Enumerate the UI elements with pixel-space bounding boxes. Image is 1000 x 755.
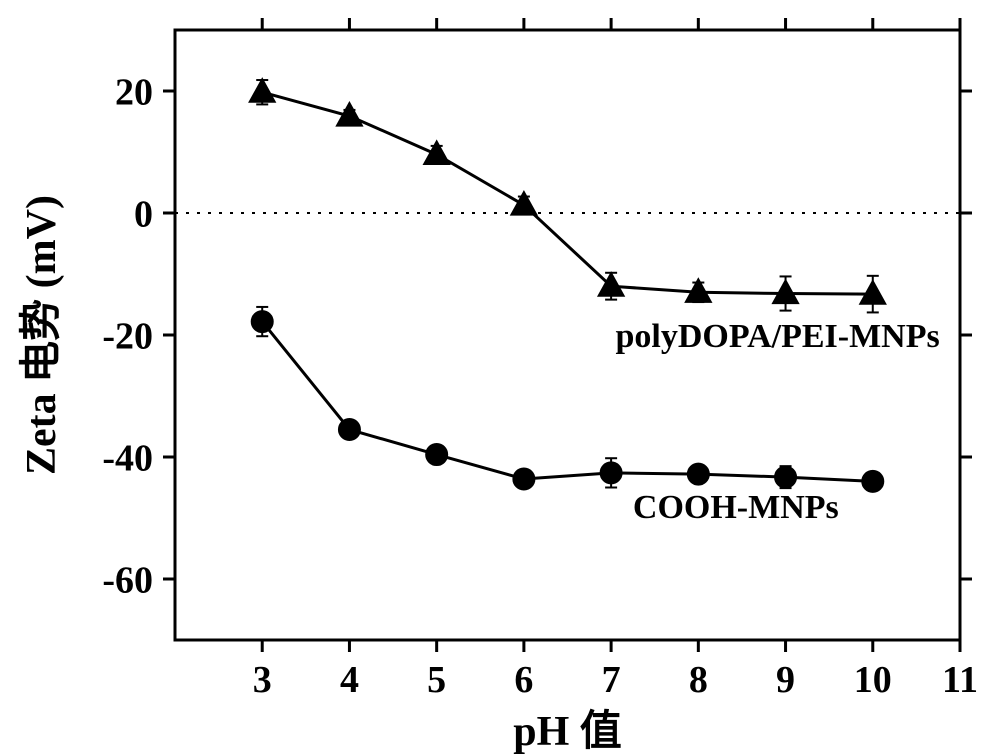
series-label-COOH-MNPs: COOH-MNPs [633,489,839,526]
marker-circle [775,466,797,488]
x-tick-label: 6 [514,659,533,701]
x-tick-label: 4 [340,659,359,701]
y-tick-label: 20 [115,71,153,113]
y-axis-label: Zeta 电势 (mV) [18,195,65,475]
x-tick-label: 5 [427,659,446,701]
x-tick-label: 11 [942,659,978,701]
series-label-polyDOPA/PEI-MNPs: polyDOPA/PEI-MNPs [615,318,939,355]
marker-circle [600,462,622,484]
marker-circle [251,311,273,333]
marker-circle [426,444,448,466]
marker-triangle [249,78,276,102]
marker-circle [513,468,535,490]
marker-circle [687,463,709,485]
x-tick-label: 9 [776,659,795,701]
x-tick-label: 8 [689,659,708,701]
y-tick-label: 0 [134,193,153,235]
marker-circle [338,419,360,441]
marker-triangle [423,140,450,164]
chart-svg: 3 4 5 6 7 8 9 10 11 -60 -40 -20 0 20 pH 值 Zeta 电势 (mV) p… [0,0,1000,755]
marker-triangle [772,280,799,304]
x-tick-label: 10 [854,659,892,701]
marker-circle [862,470,884,492]
zeta-potential-chart: 3 4 5 6 7 8 9 10 11 -60 -40 -20 0 20 pH 值 Zeta 电势 (mV) p… [0,0,1000,755]
x-tick-label: 7 [602,659,621,701]
y-tick-label: -60 [102,559,153,601]
y-tick-label: -20 [102,315,153,357]
x-tick-label: 3 [253,659,272,701]
y-tick-label: -40 [102,437,153,479]
x-axis-label: pH 值 [513,708,622,755]
marker-triangle [511,191,538,215]
marker-triangle [859,280,886,304]
